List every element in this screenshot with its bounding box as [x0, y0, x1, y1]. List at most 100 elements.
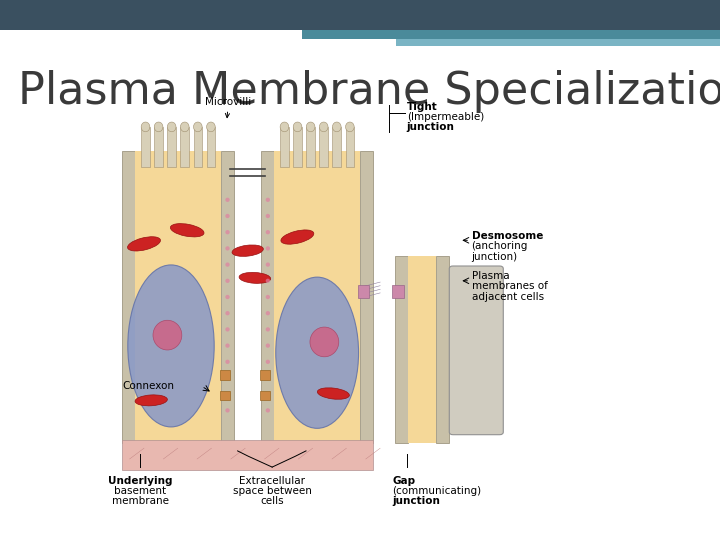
Text: cells: cells — [261, 496, 284, 506]
Ellipse shape — [141, 122, 150, 132]
Text: Microvilli: Microvilli — [205, 97, 251, 118]
Text: junction): junction) — [472, 252, 518, 262]
Bar — [260, 370, 270, 380]
Text: space between: space between — [233, 486, 312, 496]
Bar — [135, 151, 221, 443]
Ellipse shape — [266, 408, 270, 413]
Bar — [453, 267, 500, 277]
Ellipse shape — [239, 272, 271, 284]
Ellipse shape — [225, 198, 230, 202]
Text: basement: basement — [114, 486, 166, 496]
Text: membrane: membrane — [112, 496, 169, 506]
Bar — [260, 390, 270, 400]
Ellipse shape — [225, 376, 230, 380]
Bar — [333, 127, 341, 167]
Bar — [221, 151, 234, 443]
Bar — [293, 127, 302, 167]
Text: Desmosome: Desmosome — [472, 231, 543, 241]
Ellipse shape — [266, 343, 270, 348]
Text: (anchoring: (anchoring — [472, 241, 528, 252]
Ellipse shape — [293, 122, 302, 132]
Bar — [358, 285, 369, 298]
Bar — [392, 285, 404, 298]
Text: junction: junction — [407, 122, 454, 132]
Text: Connexon: Connexon — [122, 381, 174, 391]
Ellipse shape — [225, 311, 230, 315]
Ellipse shape — [266, 360, 270, 364]
Bar — [207, 127, 215, 167]
Text: (Impermeable): (Impermeable) — [407, 112, 484, 122]
Ellipse shape — [276, 277, 359, 428]
Ellipse shape — [167, 122, 176, 132]
Ellipse shape — [225, 327, 230, 332]
Ellipse shape — [318, 388, 349, 399]
Bar — [220, 370, 230, 380]
Ellipse shape — [310, 327, 339, 357]
Bar — [154, 127, 163, 167]
Ellipse shape — [135, 395, 167, 406]
Ellipse shape — [333, 122, 341, 132]
Bar — [408, 255, 436, 443]
Text: membranes of: membranes of — [472, 281, 547, 292]
Ellipse shape — [346, 122, 354, 132]
Text: Extracellular: Extracellular — [239, 476, 305, 487]
Ellipse shape — [320, 122, 328, 132]
Bar — [280, 127, 289, 167]
Bar — [306, 127, 315, 167]
Ellipse shape — [154, 122, 163, 132]
Text: adjacent cells: adjacent cells — [472, 292, 544, 302]
Ellipse shape — [266, 295, 270, 299]
Bar — [396, 39, 720, 46]
Ellipse shape — [225, 295, 230, 299]
Ellipse shape — [127, 237, 161, 251]
Ellipse shape — [225, 343, 230, 348]
Bar — [320, 127, 328, 167]
Bar — [220, 390, 230, 400]
Bar — [122, 440, 373, 470]
Ellipse shape — [207, 122, 215, 132]
Text: Tight: Tight — [407, 102, 438, 112]
Ellipse shape — [171, 224, 204, 237]
Bar — [261, 151, 274, 443]
Bar — [360, 151, 373, 443]
Ellipse shape — [128, 265, 215, 427]
Bar — [181, 127, 189, 167]
Ellipse shape — [306, 122, 315, 132]
Ellipse shape — [153, 320, 181, 350]
Ellipse shape — [266, 230, 270, 234]
Ellipse shape — [225, 230, 230, 234]
Ellipse shape — [266, 392, 270, 396]
Bar — [194, 127, 202, 167]
Ellipse shape — [281, 230, 314, 244]
Bar — [141, 127, 150, 167]
Bar — [167, 127, 176, 167]
Ellipse shape — [225, 360, 230, 364]
Text: Plasma: Plasma — [472, 271, 509, 281]
Text: junction: junction — [392, 496, 440, 506]
Ellipse shape — [225, 262, 230, 267]
Ellipse shape — [280, 122, 289, 132]
Bar — [302, 30, 720, 39]
Ellipse shape — [266, 214, 270, 218]
Ellipse shape — [225, 392, 230, 396]
Ellipse shape — [232, 245, 264, 256]
Bar — [436, 255, 449, 443]
Ellipse shape — [266, 246, 270, 251]
Ellipse shape — [194, 122, 202, 132]
Ellipse shape — [266, 279, 270, 283]
Ellipse shape — [266, 198, 270, 202]
FancyBboxPatch shape — [449, 266, 503, 435]
Ellipse shape — [225, 279, 230, 283]
Text: Plasma Membrane Specializations: Plasma Membrane Specializations — [18, 70, 720, 113]
Text: (communicating): (communicating) — [392, 486, 482, 496]
Bar — [122, 151, 135, 443]
Ellipse shape — [225, 214, 230, 218]
Ellipse shape — [266, 376, 270, 380]
Ellipse shape — [266, 262, 270, 267]
Text: Gap: Gap — [392, 476, 415, 487]
Bar — [274, 151, 360, 443]
Ellipse shape — [181, 122, 189, 132]
Ellipse shape — [266, 327, 270, 332]
Bar — [0, 0, 720, 30]
Ellipse shape — [266, 311, 270, 315]
